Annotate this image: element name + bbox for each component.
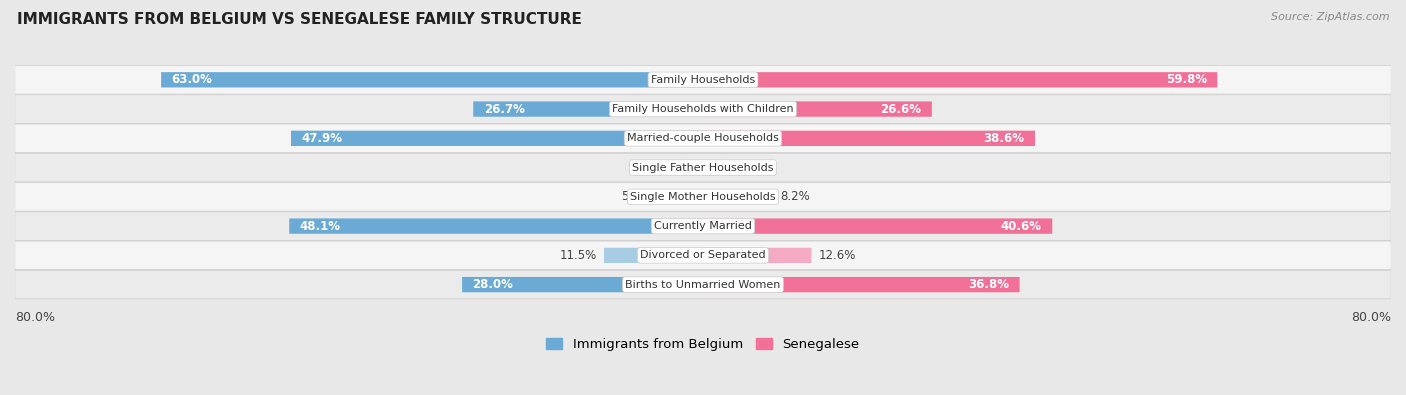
Legend: Immigrants from Belgium, Senegalese: Immigrants from Belgium, Senegalese <box>541 333 865 356</box>
Text: 38.6%: 38.6% <box>984 132 1025 145</box>
FancyBboxPatch shape <box>15 241 1391 270</box>
Text: 80.0%: 80.0% <box>15 311 55 324</box>
Text: 2.3%: 2.3% <box>730 161 759 174</box>
Text: 40.6%: 40.6% <box>1001 220 1042 233</box>
Text: Single Mother Households: Single Mother Households <box>630 192 776 202</box>
Text: 59.8%: 59.8% <box>1166 73 1206 87</box>
FancyBboxPatch shape <box>703 131 1035 146</box>
Text: IMMIGRANTS FROM BELGIUM VS SENEGALESE FAMILY STRUCTURE: IMMIGRANTS FROM BELGIUM VS SENEGALESE FA… <box>17 12 582 27</box>
Text: 26.7%: 26.7% <box>484 103 524 116</box>
FancyBboxPatch shape <box>15 124 1391 152</box>
Text: 80.0%: 80.0% <box>1351 311 1391 324</box>
Text: 47.9%: 47.9% <box>301 132 343 145</box>
Text: Births to Unmarried Women: Births to Unmarried Women <box>626 280 780 290</box>
FancyBboxPatch shape <box>162 72 703 87</box>
Text: 11.5%: 11.5% <box>560 249 598 262</box>
FancyBboxPatch shape <box>15 66 1391 94</box>
Text: Single Father Households: Single Father Households <box>633 163 773 173</box>
FancyBboxPatch shape <box>703 160 723 175</box>
FancyBboxPatch shape <box>703 277 1019 292</box>
Text: Family Households: Family Households <box>651 75 755 85</box>
FancyBboxPatch shape <box>15 212 1391 241</box>
FancyBboxPatch shape <box>15 95 1391 123</box>
FancyBboxPatch shape <box>703 72 1218 87</box>
Text: Family Households with Children: Family Households with Children <box>612 104 794 114</box>
FancyBboxPatch shape <box>463 277 703 292</box>
Text: 36.8%: 36.8% <box>969 278 1010 291</box>
FancyBboxPatch shape <box>703 218 1052 234</box>
Text: 2.0%: 2.0% <box>650 161 679 174</box>
FancyBboxPatch shape <box>474 102 703 117</box>
FancyBboxPatch shape <box>703 102 932 117</box>
Text: Married-couple Households: Married-couple Households <box>627 134 779 143</box>
FancyBboxPatch shape <box>291 131 703 146</box>
FancyBboxPatch shape <box>15 270 1391 299</box>
Text: 5.3%: 5.3% <box>621 190 651 203</box>
Text: Currently Married: Currently Married <box>654 221 752 231</box>
Text: Source: ZipAtlas.com: Source: ZipAtlas.com <box>1271 12 1389 22</box>
FancyBboxPatch shape <box>686 160 703 175</box>
FancyBboxPatch shape <box>15 153 1391 182</box>
Text: 12.6%: 12.6% <box>818 249 856 262</box>
Text: 28.0%: 28.0% <box>472 278 513 291</box>
FancyBboxPatch shape <box>703 189 773 205</box>
FancyBboxPatch shape <box>658 189 703 205</box>
FancyBboxPatch shape <box>290 218 703 234</box>
Text: 8.2%: 8.2% <box>780 190 810 203</box>
Text: 63.0%: 63.0% <box>172 73 212 87</box>
FancyBboxPatch shape <box>703 248 811 263</box>
FancyBboxPatch shape <box>15 182 1391 211</box>
FancyBboxPatch shape <box>605 248 703 263</box>
Text: Divorced or Separated: Divorced or Separated <box>640 250 766 260</box>
Text: 26.6%: 26.6% <box>880 103 921 116</box>
Text: 48.1%: 48.1% <box>299 220 340 233</box>
